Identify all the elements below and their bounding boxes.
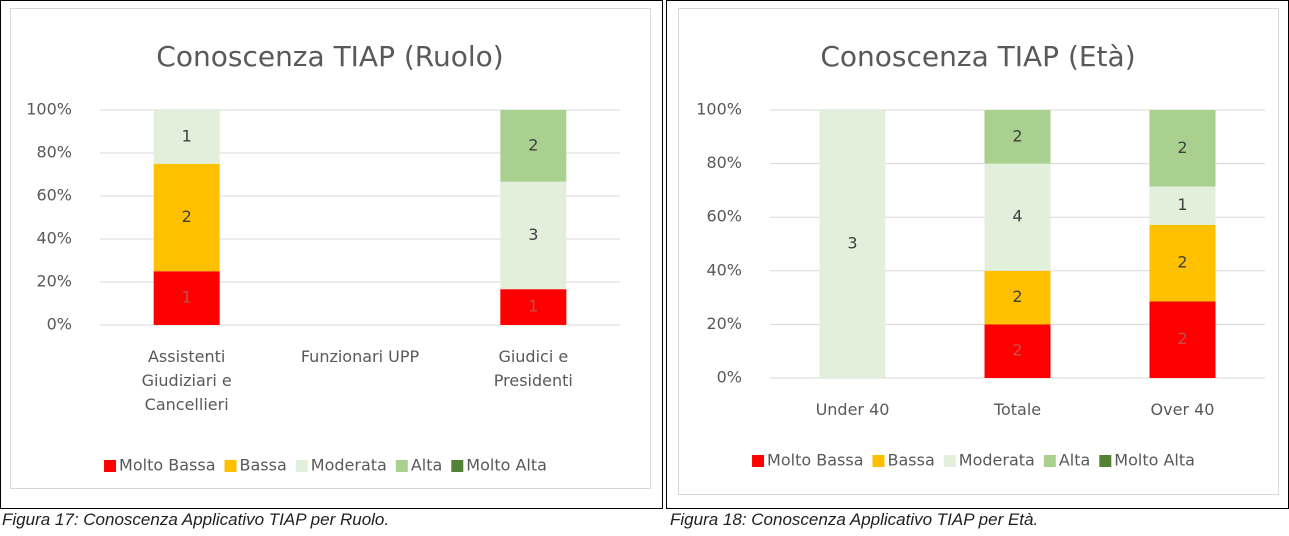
legend-label: Molto Alta [1114,451,1195,470]
y-tick-label: 0% [47,315,72,334]
bar-segment [1149,301,1216,378]
data-label: 1 [182,126,192,145]
chart-title: Conoscenza TIAP (Età) [820,40,1135,73]
y-tick-label: 100% [696,100,742,119]
legend-swatch [1043,455,1056,467]
data-label: 4 [1012,207,1022,226]
x-tick-label: Over 40 [1150,400,1215,419]
x-tick-label-box: Funzionari UPP [300,347,420,366]
x-tick-label-box: Giudici e Presidenti [493,347,573,390]
legend-label: Molto Bassa [119,456,215,475]
y-tick-label: 40% [36,229,72,248]
legend-swatch [395,460,408,472]
legend-label: Alta [411,456,442,475]
legend-label: Bassa [240,456,287,475]
legend-label: Molto Bassa [767,451,863,470]
data-label: 2 [1012,341,1022,360]
x-tick-label: Assistenti Giudiziari e Cancellieri [141,347,232,414]
x-tick-label: Funzionari UPP [300,347,420,366]
data-label: 2 [1177,253,1187,272]
panel-border [0,0,663,509]
legend-label: Moderata [311,456,387,475]
chart-border [678,8,1279,495]
data-label: 1 [528,297,538,316]
legend-swatch [1099,455,1112,467]
chart-border [10,8,651,489]
bar-segment [984,110,1051,164]
y-tick-label: 60% [36,186,72,205]
caption: Figura 18: Conoscenza Applicativo TIAP p… [670,510,1039,529]
bar-segment [500,181,567,290]
legend-swatch [752,455,765,467]
bar-segment [1149,186,1216,225]
data-label: 2 [1177,329,1187,348]
bar-segment [500,110,567,182]
bar-segment [984,163,1051,271]
bar-segment [153,163,220,272]
bar-segment [153,271,220,325]
charts: Conoscenza TIAP (Ruolo)0%20%40%60%80%100… [0,0,1289,509]
x-tick-label: Under 40 [815,400,890,419]
legend-label: Bassa [888,451,935,470]
y-tick-label: 80% [36,143,72,162]
legend-swatch [872,455,885,467]
data-label: 2 [1177,138,1187,157]
x-tick-label: Totale [993,400,1042,419]
bar-segment [984,270,1051,325]
legend-swatch [295,460,308,472]
legend-swatch [943,455,956,467]
x-tick-label-box: Over 40 [1150,400,1215,419]
data-label: 1 [182,288,192,307]
legend-label: Moderata [959,451,1035,470]
legend-label: Molto Alta [466,456,547,475]
data-label: 3 [847,234,857,253]
x-tick-label-box: Assistenti Giudiziari e Cancellieri [141,347,232,414]
x-tick-label-box: Totale [993,400,1042,419]
data-label: 2 [182,207,192,226]
data-label: 2 [1012,287,1022,306]
y-tick-label: 40% [706,260,742,279]
y-tick-label: 20% [36,272,72,291]
x-tick-label: Giudici e Presidenti [493,347,573,390]
bar-segment [819,110,886,378]
y-tick-label: 60% [706,207,742,226]
data-label: 1 [1177,195,1187,214]
caption: Figura 17: Conoscenza Applicativo TIAP p… [2,510,390,529]
legend-swatch [224,460,237,472]
data-label: 2 [528,135,538,154]
bar-segment [1149,110,1216,187]
legend-swatch [451,460,464,472]
bar-segment [1149,224,1216,302]
bar-segment [500,289,567,325]
y-tick-label: 20% [706,314,742,333]
legend-swatch [104,460,117,472]
y-tick-label: 0% [717,368,742,387]
y-tick-label: 80% [706,153,742,172]
bar-segment [153,110,220,164]
bar-segment [984,324,1051,378]
data-label: 3 [528,225,538,244]
y-tick-label: 100% [26,100,72,119]
legend-label: Alta [1059,451,1090,470]
chart-title: Conoscenza TIAP (Ruolo) [156,40,503,73]
x-tick-label-box: Under 40 [815,400,890,419]
data-label: 2 [1012,126,1022,145]
